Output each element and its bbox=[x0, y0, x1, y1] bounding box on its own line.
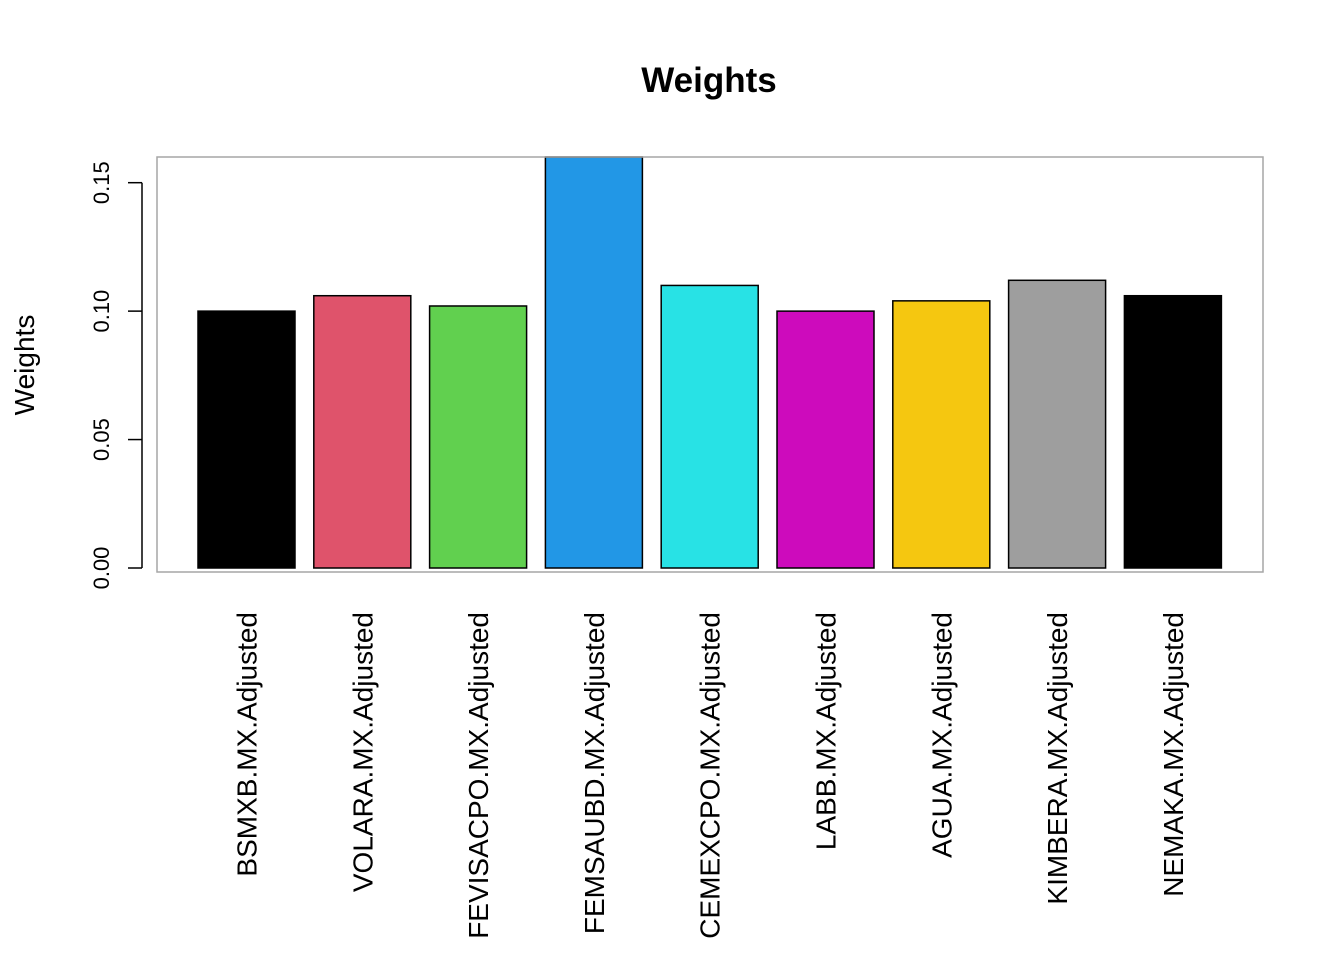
bar-4 bbox=[660, 284, 759, 569]
x-tick-label: KIMBERA.MX.Adjusted bbox=[1042, 612, 1073, 905]
bar-6 bbox=[892, 300, 991, 569]
plot-box bbox=[156, 156, 1264, 573]
bar-3 bbox=[544, 156, 644, 569]
x-tick-label: BSMXB.MX.Adjusted bbox=[232, 612, 263, 877]
y-tick-label: 0.05 bbox=[89, 418, 114, 461]
x-tick-label: FEMSAUBD.MX.Adjusted bbox=[579, 612, 610, 934]
x-tick-label: VOLARA.MX.Adjusted bbox=[347, 612, 378, 892]
y-axis-label: Weights bbox=[9, 315, 40, 416]
chart-title: Weights bbox=[641, 61, 776, 100]
bar-7 bbox=[1007, 279, 1107, 569]
bars-group bbox=[197, 156, 1223, 569]
y-tick-label: 0.15 bbox=[89, 161, 114, 204]
bar-5 bbox=[776, 310, 875, 569]
y-tick-label: 0.00 bbox=[89, 547, 114, 590]
x-tick-label: LABB.MX.Adjusted bbox=[811, 612, 842, 850]
bar-8 bbox=[1123, 294, 1223, 569]
x-tick-label: AGUA.MX.Adjusted bbox=[926, 612, 957, 858]
x-tick-label: FEVISACPO.MX.Adjusted bbox=[463, 612, 494, 939]
bar-2 bbox=[428, 305, 528, 569]
x-tick-label: NEMAKA.MX.Adjusted bbox=[1158, 612, 1189, 897]
x-category-labels: BSMXB.MX.Adjusted VOLARA.MX.Adjusted FEVIS… bbox=[232, 612, 1189, 939]
bar-1 bbox=[313, 294, 412, 569]
y-tick-label: 0.10 bbox=[89, 290, 114, 333]
bar-0 bbox=[197, 310, 296, 569]
x-tick-label: CEMEXCPO.MX.Adjusted bbox=[695, 612, 726, 939]
y-axis: 0.00 0.05 0.10 0.15 bbox=[89, 161, 143, 590]
